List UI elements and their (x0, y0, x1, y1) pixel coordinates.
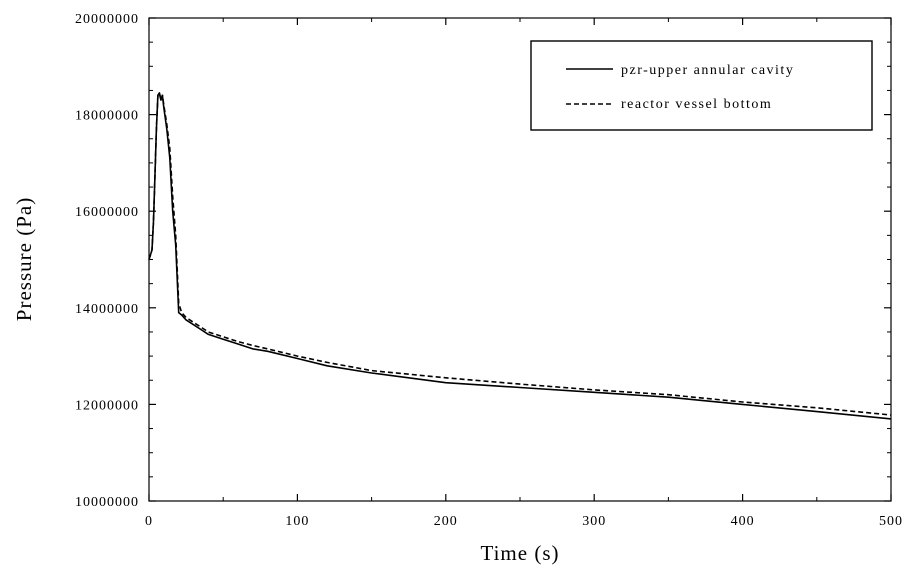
legend-label-2: reactor vessel bottom (621, 97, 772, 112)
y-axis-label: Pressure (Pa) (12, 197, 36, 321)
y-tick-label: 14000000 (75, 302, 139, 317)
x-tick-label: 200 (434, 514, 458, 529)
legend: pzr-upper annular cavity reactor vessel … (530, 40, 873, 131)
y-tick-label: 20000000 (75, 12, 139, 27)
series-line-2 (148, 92, 892, 416)
x-tick-label: 300 (582, 514, 606, 529)
x-tick-label: 100 (285, 514, 309, 529)
x-tick-label: 0 (145, 514, 153, 529)
x-axis-label: Time (s) (481, 541, 560, 565)
x-tick-label: 400 (731, 514, 755, 529)
y-axis-ticks: 10000000 12000000 14000000 16000000 18000000… (75, 12, 891, 510)
y-tick-label: 18000000 (75, 109, 139, 124)
series-layer (148, 92, 892, 420)
legend-box (530, 40, 873, 131)
x-tick-label: 500 (879, 514, 903, 529)
y-tick-label: 16000000 (75, 205, 139, 220)
y-tick-label: 12000000 (75, 398, 139, 413)
x-axis-ticks: 0 100 200 300 400 500 (145, 18, 903, 529)
legend-label-1: pzr-upper annular cavity (621, 63, 794, 78)
series-line-1 (148, 92, 892, 420)
y-tick-label: 10000000 (75, 495, 139, 510)
